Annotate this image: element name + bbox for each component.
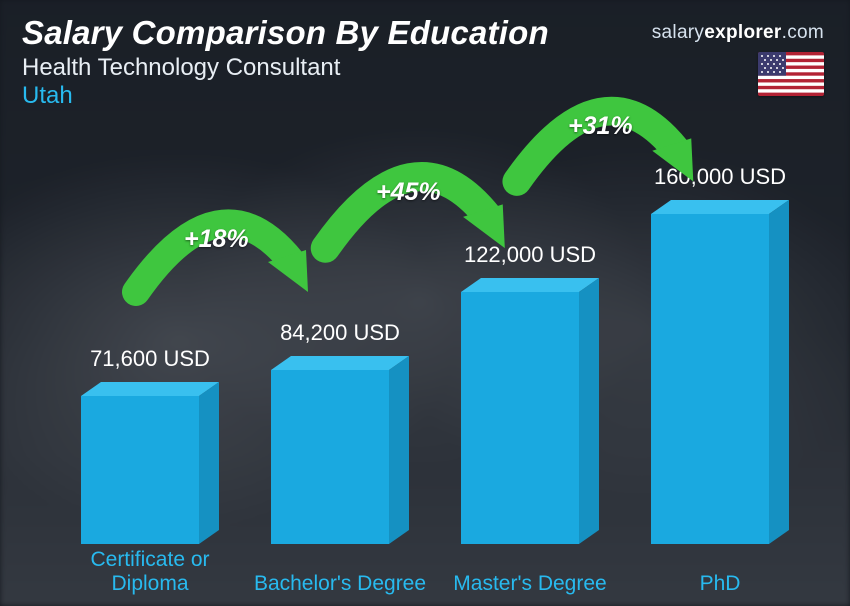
bar xyxy=(81,382,219,544)
brand-suffix: .com xyxy=(782,22,824,43)
bar-group: 122,000 USD xyxy=(440,242,620,544)
bar-value-label: 84,200 USD xyxy=(250,320,430,346)
brand-prefix: salary xyxy=(652,22,704,43)
brand-bold: explorer xyxy=(704,22,781,43)
increase-percent-label: +45% xyxy=(376,178,441,207)
flag-icon xyxy=(758,52,824,96)
bar-value-label: 71,600 USD xyxy=(60,346,240,372)
increase-arrow xyxy=(308,148,518,268)
bar xyxy=(461,278,599,544)
bar-group: 84,200 USD xyxy=(250,320,430,544)
page-subtitle: Health Technology Consultant xyxy=(22,54,828,82)
bar-group: 160,000 USD xyxy=(630,164,810,544)
bar xyxy=(271,356,409,544)
category-label: PhD xyxy=(630,572,810,596)
bar xyxy=(651,200,789,544)
category-label: Bachelor's Degree xyxy=(250,572,430,596)
increase-arrow xyxy=(498,83,708,201)
category-label: Master's Degree xyxy=(440,572,620,596)
bar-group: 71,600 USD xyxy=(60,346,240,544)
brand-logo: salaryexplorer.com xyxy=(652,22,824,44)
increase-percent-label: +31% xyxy=(568,112,633,141)
increase-percent-label: +18% xyxy=(184,225,249,254)
category-label: Certificate or Diploma xyxy=(60,548,240,596)
